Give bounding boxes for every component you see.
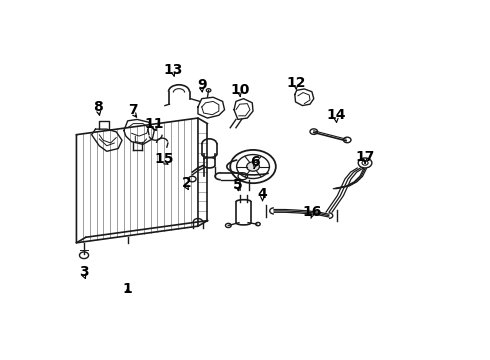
Text: 13: 13 — [164, 63, 183, 77]
Text: 9: 9 — [197, 78, 207, 92]
Text: 17: 17 — [355, 150, 375, 164]
Text: 14: 14 — [326, 108, 346, 122]
Text: 15: 15 — [155, 152, 174, 166]
Text: 4: 4 — [258, 187, 268, 201]
Text: 6: 6 — [250, 156, 260, 170]
Text: 3: 3 — [79, 265, 89, 279]
Text: 16: 16 — [302, 205, 321, 219]
Circle shape — [246, 162, 259, 171]
Text: 10: 10 — [230, 83, 249, 97]
Text: 11: 11 — [145, 117, 164, 131]
Text: 7: 7 — [128, 103, 138, 117]
Text: 1: 1 — [123, 282, 133, 296]
Text: 5: 5 — [233, 177, 243, 192]
Text: 12: 12 — [286, 76, 306, 90]
Text: 2: 2 — [182, 176, 192, 190]
Text: 8: 8 — [94, 100, 103, 114]
